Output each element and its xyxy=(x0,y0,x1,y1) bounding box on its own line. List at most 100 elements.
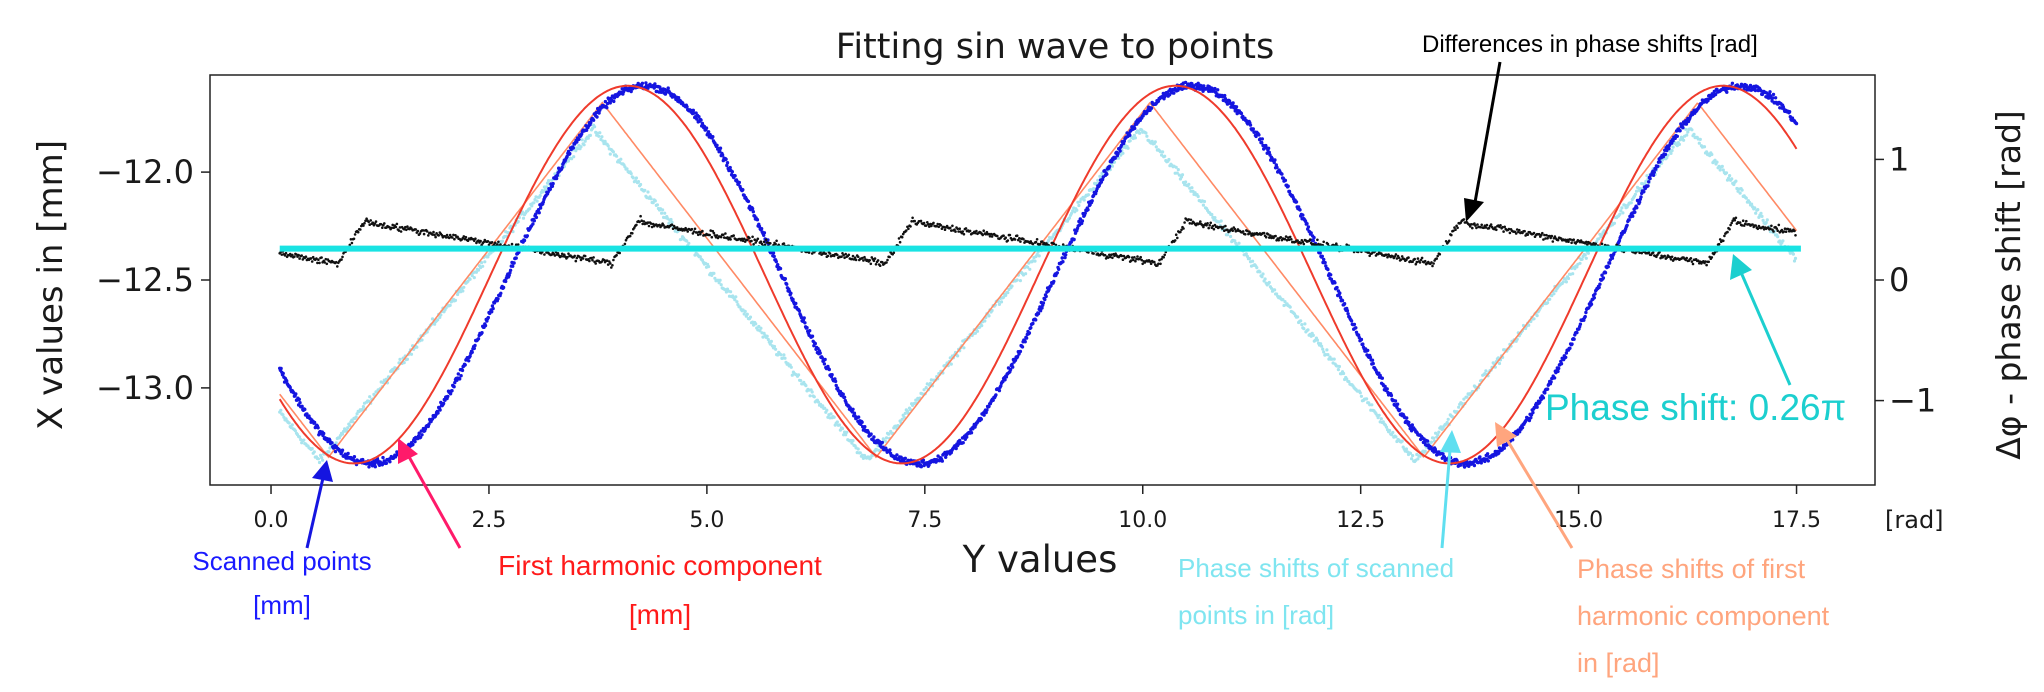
difference-point xyxy=(764,238,768,242)
scanned-point xyxy=(460,368,465,373)
scanned-point xyxy=(450,389,454,393)
scanned-point xyxy=(1583,314,1587,319)
scanned-point xyxy=(388,460,392,464)
phase-scanned-point xyxy=(1550,294,1554,298)
phase-scanned-point xyxy=(774,347,778,351)
phase-scanned-point xyxy=(481,264,485,268)
phase-scanned-point xyxy=(532,201,536,205)
difference-point xyxy=(708,233,711,237)
phase-scanned-point xyxy=(1281,298,1285,302)
scanned-point xyxy=(762,231,767,235)
phase-scanned-point xyxy=(570,157,574,161)
scanned-point xyxy=(490,304,495,308)
scanned-point xyxy=(1589,302,1594,306)
difference-point xyxy=(1532,231,1536,235)
scanned-point xyxy=(279,366,283,371)
scanned-point xyxy=(1323,260,1327,265)
difference-point xyxy=(1153,260,1156,264)
phase-scanned-point xyxy=(1086,193,1090,197)
scanned-point xyxy=(979,417,983,421)
phase-scanned-point xyxy=(1639,187,1643,191)
phase-scanned-point xyxy=(593,125,597,129)
difference-point xyxy=(623,242,627,246)
difference-point xyxy=(1212,227,1216,231)
difference-point xyxy=(399,230,403,233)
scanned-point xyxy=(459,374,463,378)
phase-scanned-point xyxy=(1408,451,1413,455)
phase-scanned-point xyxy=(608,152,612,156)
scanned-point xyxy=(501,285,506,290)
phase-scanned-point xyxy=(1244,252,1248,256)
difference-point xyxy=(1013,238,1017,241)
phase-scanned-point xyxy=(1213,216,1217,220)
difference-point xyxy=(847,253,851,257)
scanned-point xyxy=(1034,318,1038,322)
difference-point xyxy=(1244,233,1247,236)
difference-point xyxy=(932,221,935,225)
difference-point xyxy=(752,243,755,246)
difference-point xyxy=(961,230,965,233)
scanned-point xyxy=(560,165,564,170)
scanned-point xyxy=(1603,271,1608,275)
difference-point xyxy=(878,264,882,268)
difference-point xyxy=(317,258,320,262)
difference-point xyxy=(746,238,749,242)
phase-scanned-point xyxy=(1332,357,1336,361)
scanned-point xyxy=(288,385,292,390)
difference-point xyxy=(909,225,912,228)
phase-scanned-point xyxy=(1233,239,1237,243)
phase-scanned-point xyxy=(1432,436,1436,440)
scanned-point xyxy=(281,371,285,376)
phase-scanned-point xyxy=(1110,164,1114,168)
scanned-point xyxy=(1601,276,1606,280)
phase-scanned-point xyxy=(572,155,576,159)
phase-scanned-point xyxy=(1299,319,1303,323)
phase-scanned-point xyxy=(1760,214,1764,218)
phase-scanned-point xyxy=(1150,139,1154,143)
scanned-point xyxy=(869,432,873,436)
difference-point xyxy=(1182,227,1185,230)
scanned-point xyxy=(1335,285,1339,290)
difference-point xyxy=(1139,255,1142,259)
difference-point xyxy=(631,232,634,235)
phase-scanned-point xyxy=(663,211,667,215)
difference-point xyxy=(1133,255,1136,259)
difference-point xyxy=(750,239,753,243)
phase-scanned-point xyxy=(439,313,443,317)
difference-point xyxy=(1179,230,1182,234)
phase-scanned-point xyxy=(823,406,827,410)
difference-point xyxy=(1224,224,1227,228)
difference-point xyxy=(336,265,339,268)
scanned-point xyxy=(330,441,334,445)
scanned-point xyxy=(1223,93,1227,98)
scanned-point xyxy=(1340,298,1345,303)
phase-scanned-point xyxy=(361,405,365,409)
phase-scanned-point xyxy=(1303,322,1307,326)
scanned-point xyxy=(994,393,998,397)
difference-point xyxy=(1508,231,1512,235)
difference-point xyxy=(1691,262,1695,266)
scanned-point xyxy=(1018,349,1023,354)
difference-point xyxy=(474,237,477,240)
difference-point xyxy=(922,221,926,225)
difference-point xyxy=(1173,239,1177,242)
phase-scanned-point xyxy=(1460,401,1464,406)
phase-scanned-point xyxy=(1561,280,1565,284)
phase-scanned-point xyxy=(1377,413,1381,417)
phase-scanned-point xyxy=(636,180,641,184)
scanned-point xyxy=(1011,365,1015,369)
scanned-point xyxy=(1260,140,1264,145)
scanned-point xyxy=(810,334,815,338)
difference-point xyxy=(964,227,968,230)
difference-point xyxy=(1206,222,1209,225)
scanned-point xyxy=(725,161,730,165)
phase-scanned-point xyxy=(669,217,673,222)
phase-scanned-point xyxy=(405,357,409,361)
scanned-point xyxy=(1593,292,1597,296)
difference-point xyxy=(493,241,497,245)
scanned-point xyxy=(1393,399,1398,403)
scanned-point xyxy=(1298,208,1302,212)
scanned-point xyxy=(305,412,309,416)
phase-scanned-point xyxy=(1497,361,1502,366)
difference-point xyxy=(782,242,786,245)
